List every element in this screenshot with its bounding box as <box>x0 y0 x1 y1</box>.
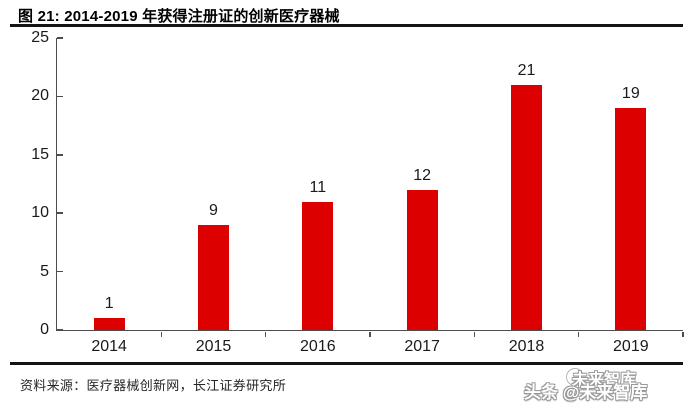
watermark-main-text: 头条 @未来智库 <box>524 383 648 402</box>
x-axis-tick-mark <box>264 332 267 337</box>
source-note: 资料来源：医疗器械创新网，长江证券研究所 <box>20 378 287 393</box>
y-axis-tick-mark <box>57 212 63 214</box>
y-axis-tick-mark <box>57 95 63 98</box>
x-axis-category-label: 2016 <box>300 338 336 355</box>
bar-chart-plot-area: 0 5 10 15 20 25 1 2014 9 2015 11 2016 12 2017 21 2018 19… <box>31 29 684 355</box>
bar-value-label: 12 <box>413 166 432 184</box>
y-axis-tick-label: 25 <box>31 29 49 46</box>
y-axis-tick-mark <box>57 154 63 156</box>
y-axis-tick-label: 5 <box>40 262 49 280</box>
y-axis-tick-label: 20 <box>31 87 49 105</box>
footer-divider <box>10 362 683 365</box>
x-axis-category-label: 2014 <box>91 338 127 355</box>
y-axis-tick-label: 0 <box>40 321 49 338</box>
bar-2014 <box>93 318 125 330</box>
bar-2019 <box>615 108 647 330</box>
x-axis-tick-mark <box>160 332 163 337</box>
y-axis-tick-label: 15 <box>31 145 49 163</box>
x-axis-tick-mark <box>473 332 476 337</box>
x-axis-category-label: 2019 <box>613 338 649 355</box>
y-axis-tick-mark <box>57 329 63 331</box>
x-axis-category-label: 2018 <box>508 338 545 355</box>
y-axis-tick-mark <box>57 270 63 273</box>
bar-2017 <box>406 189 438 330</box>
bar-2015 <box>198 224 229 330</box>
y-axis-tick-label: 10 <box>31 204 49 222</box>
x-axis-tick-mark <box>577 332 580 337</box>
bar-value-label: 11 <box>309 178 327 196</box>
bar-2016 <box>302 201 334 330</box>
x-axis-category-label: 2017 <box>404 338 440 355</box>
bar-value-label: 19 <box>621 85 640 103</box>
bar-value-label: 21 <box>517 61 536 79</box>
x-axis-tick-mark <box>682 332 684 337</box>
bar-value-label: 1 <box>104 295 114 313</box>
watermark: 未来智库 头条 @未来智库 <box>524 366 694 406</box>
watermark-logo-icon <box>566 368 584 386</box>
bar-value-label: 9 <box>209 201 218 219</box>
x-axis-tick-mark <box>369 332 371 337</box>
y-axis-tick-mark <box>57 37 63 39</box>
x-axis-category-label: 2015 <box>195 338 232 355</box>
bar-2018 <box>511 84 542 330</box>
watermark-ghost-text: 未来智库 <box>572 372 637 389</box>
title-underline <box>10 24 683 27</box>
figure-title: 图 21: 2014-2019 年获得注册证的创新医疗器械 <box>18 8 340 25</box>
